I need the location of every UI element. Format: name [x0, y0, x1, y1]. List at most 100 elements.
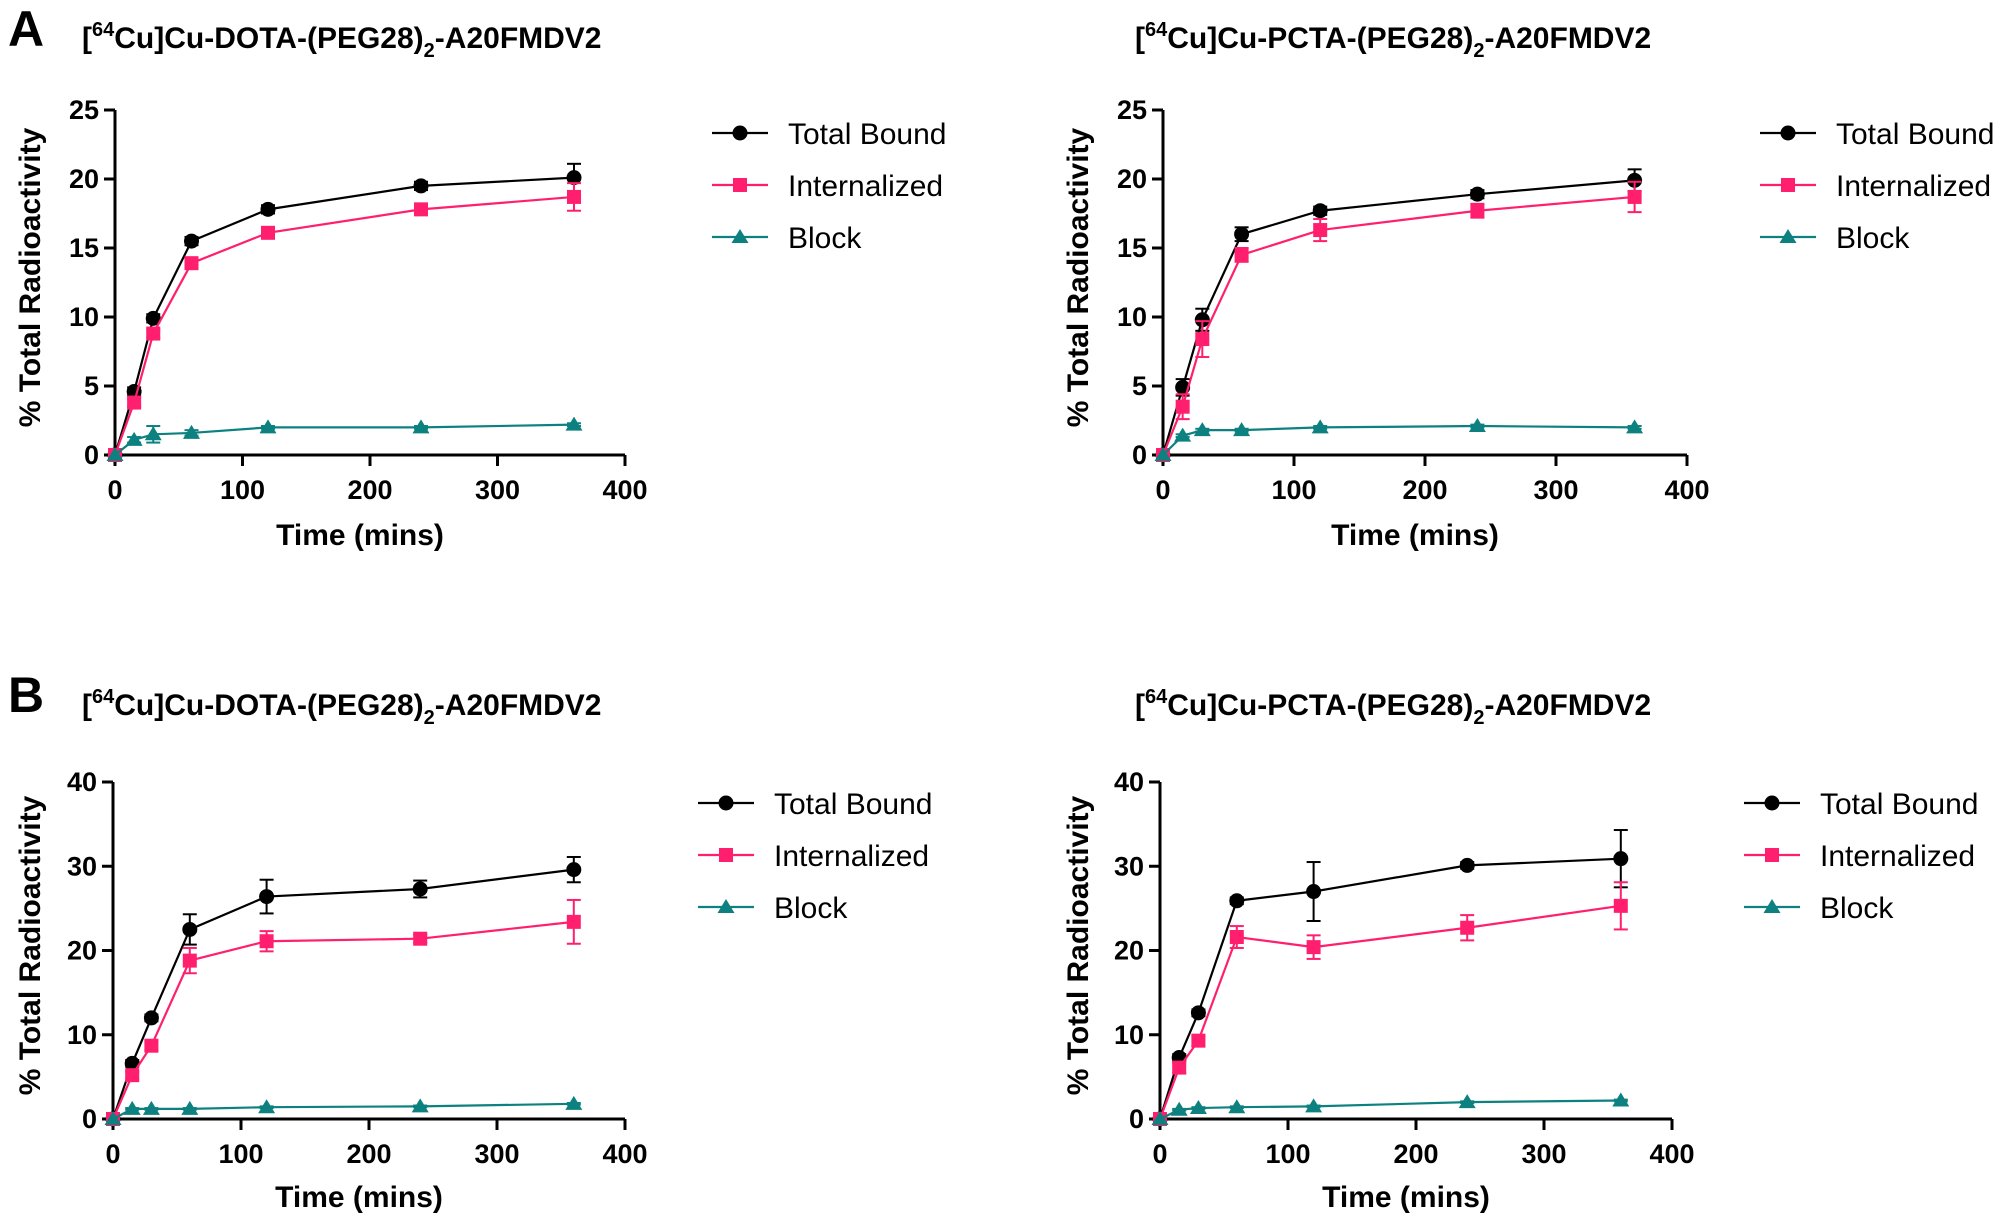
series-line [1161, 179, 1635, 456]
legend-label: Block [1820, 892, 1894, 925]
data-point [1469, 186, 1485, 202]
data-point [1175, 399, 1190, 414]
y-tick-label: 30 [1114, 851, 1144, 881]
x-tick-label: 0 [1152, 1139, 1167, 1169]
legend-label: Block [1836, 222, 1910, 255]
data-point [1229, 930, 1244, 945]
series-total-bound [1152, 829, 1629, 1127]
series-line [113, 176, 575, 456]
data-point [1193, 422, 1211, 437]
data-point [413, 178, 429, 194]
x-tick-label: 100 [1265, 1139, 1310, 1169]
x-axis-label: Time (mins) [276, 519, 444, 552]
chart-4: [64Cu]Cu-PCTA-(PEG28)2-A20FMDV2 0 10 20 30 40… [1062, 686, 1978, 1214]
data-point [143, 1010, 159, 1026]
legend-marker [718, 795, 734, 811]
legend-label: Block [774, 892, 848, 925]
x-tick-label: 200 [1393, 1139, 1438, 1169]
legend-marker [1765, 848, 1779, 862]
panel-letter-b: B [8, 667, 44, 723]
data-point [146, 326, 161, 341]
data-point [1151, 1111, 1169, 1125]
data-point [124, 1055, 140, 1071]
x-tick-label: 300 [475, 475, 520, 505]
legend-marker [1781, 178, 1795, 192]
data-point [1311, 419, 1329, 434]
data-point [182, 921, 198, 937]
x-tick-label: 0 [107, 475, 122, 505]
series-total-bound [1155, 168, 1643, 463]
legend-entry: Internalized [712, 170, 943, 203]
data-point [1459, 857, 1475, 873]
x-axis-label: Time (mins) [1322, 1181, 1490, 1214]
data-point [1190, 1005, 1206, 1021]
data-point [261, 225, 275, 240]
y-tick-label: 10 [1117, 302, 1147, 332]
data-point [1154, 447, 1172, 461]
data-point [127, 395, 142, 410]
series-total-bound [107, 162, 582, 463]
legend-label: Total Bound [788, 118, 946, 151]
data-point [566, 914, 581, 929]
y-axis-label: % Total Radioactivity [1062, 127, 1095, 427]
legend-entry: Block [1744, 892, 1894, 925]
x-tick-label: 400 [602, 475, 647, 505]
legend-marker [1764, 795, 1780, 811]
x-tick-label: 300 [1533, 475, 1578, 505]
legend-entry: Internalized [1744, 840, 1975, 873]
data-point [1626, 419, 1644, 434]
series-block [106, 416, 583, 461]
y-tick-label: 15 [69, 233, 99, 263]
y-tick-label: 0 [1129, 1104, 1144, 1134]
data-point [106, 447, 124, 461]
series-block [1151, 1092, 1630, 1125]
data-point [1194, 312, 1210, 328]
data-point [565, 1095, 583, 1110]
y-tick-label: 10 [67, 1020, 97, 1050]
charts: [64Cu]Cu-DOTA-(PEG28)2-A20FMDV2 0 5 10 15 20 2… [14, 19, 1994, 1214]
data-point [1613, 898, 1628, 913]
y-tick-label: 40 [1114, 767, 1144, 797]
data-point [566, 170, 582, 186]
series-block [104, 1095, 583, 1125]
data-point [412, 881, 428, 897]
data-point [1306, 940, 1321, 955]
chart-title: [64Cu]Cu-DOTA-(PEG28)2-A20FMDV2 [82, 686, 602, 729]
data-point [260, 201, 276, 217]
series-internalized [1156, 180, 1642, 462]
y-tick-label: 15 [1117, 233, 1147, 263]
data-point [259, 419, 277, 434]
data-point [125, 1068, 140, 1083]
data-point [142, 1100, 160, 1115]
y-tick-label: 10 [1114, 1020, 1144, 1050]
legend-entry: Block [712, 222, 862, 255]
data-point [144, 426, 162, 441]
series-line [114, 423, 575, 456]
y-tick-label: 20 [69, 164, 99, 194]
series-internalized [106, 898, 581, 1126]
x-tick-label: 100 [220, 475, 265, 505]
legend-label: Total Bound [774, 788, 932, 821]
series-line [1158, 857, 1621, 1120]
series-internalized [108, 182, 581, 462]
x-tick-label: 300 [474, 1139, 519, 1169]
data-point [145, 310, 161, 326]
x-axis-label: Time (mins) [275, 1181, 443, 1214]
y-tick-label: 0 [1132, 440, 1147, 470]
data-point [1612, 1092, 1630, 1107]
legend-marker [719, 848, 733, 862]
data-point [567, 189, 581, 204]
data-point [1313, 223, 1328, 238]
x-tick-label: 100 [218, 1139, 263, 1169]
legend-entry: Total Bound [1744, 788, 1978, 821]
data-point [414, 202, 428, 217]
chart-title: [64Cu]Cu-DOTA-(PEG28)2-A20FMDV2 [82, 19, 602, 62]
legend-marker [1780, 125, 1796, 141]
data-point [1460, 920, 1475, 935]
x-tick-label: 200 [347, 475, 392, 505]
chart-1: [64Cu]Cu-DOTA-(PEG28)2-A20FMDV2 0 5 10 15 20 2… [14, 19, 946, 552]
x-tick-label: 0 [1155, 475, 1170, 505]
data-point [1195, 332, 1210, 347]
data-point [413, 931, 428, 946]
